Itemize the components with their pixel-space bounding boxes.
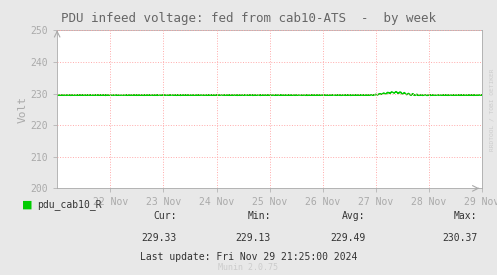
- Text: Munin 2.0.75: Munin 2.0.75: [219, 263, 278, 272]
- Text: 229.49: 229.49: [330, 233, 365, 243]
- Text: Max:: Max:: [454, 211, 477, 221]
- Text: Cur:: Cur:: [153, 211, 176, 221]
- Text: Min:: Min:: [248, 211, 271, 221]
- Y-axis label: Volt: Volt: [18, 96, 28, 123]
- Text: 230.37: 230.37: [442, 233, 477, 243]
- Text: ■: ■: [22, 200, 33, 210]
- Text: Avg:: Avg:: [342, 211, 365, 221]
- Text: Last update: Fri Nov 29 21:25:00 2024: Last update: Fri Nov 29 21:25:00 2024: [140, 252, 357, 262]
- Text: 229.33: 229.33: [141, 233, 176, 243]
- Text: pdu_cab10_R: pdu_cab10_R: [37, 199, 102, 210]
- Text: 229.13: 229.13: [236, 233, 271, 243]
- Text: RRDTOOL / TOBI OETIKER: RRDTOOL / TOBI OETIKER: [490, 69, 495, 151]
- Text: PDU infeed voltage: fed from cab10-ATS  -  by week: PDU infeed voltage: fed from cab10-ATS -…: [61, 12, 436, 25]
